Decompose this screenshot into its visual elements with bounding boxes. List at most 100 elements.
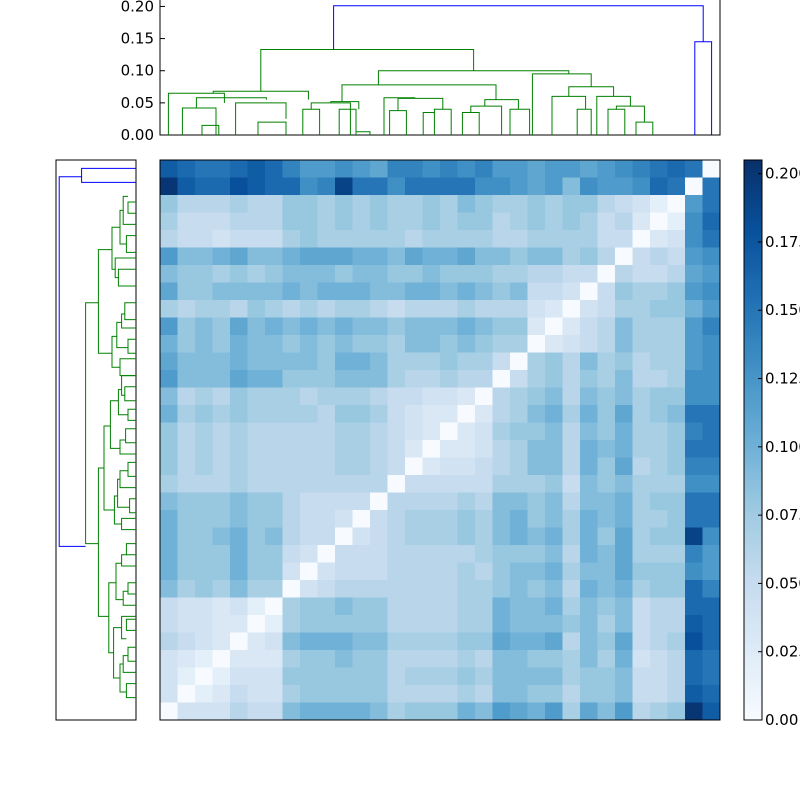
heatmap-cell-r25-c22 [545,597,563,616]
heatmap-cell-r20-c16 [440,510,458,528]
heatmap-cell-r11-c4 [230,352,248,371]
heatmap-cell-r27-c31 [702,632,721,651]
heatmap-cell-r17-c17 [457,457,476,476]
heatmap-cell-r22-c24 [580,545,598,563]
heatmap-cell-r25-c13 [387,597,406,616]
colorbar-gradient-step-10 [744,676,762,681]
colorbar-gradient-step-68 [744,444,762,449]
heatmap-cell-r17-c22 [545,457,563,476]
heatmap-cell-r20-c27 [632,510,651,528]
left-dendrogram-link-blue-1 [81,167,136,183]
colorbar-tick-label-6: 0.150 [765,301,800,319]
heatmap-cell-r24-c20 [510,580,528,598]
heatmap-cell-r0-c19 [492,160,511,178]
heatmap-cell-r8-c9 [317,300,336,318]
heatmap-cell-r19-c22 [545,492,563,511]
heatmap-cell-r13-c12 [370,387,388,406]
heatmap-cell-r22-c12 [370,545,388,563]
heatmap-cell-r8-c19 [492,300,511,318]
heatmap-cell-r15-c20 [510,422,528,441]
heatmap-cell-r23-c18 [475,562,493,581]
colorbar-gradient-step-7 [744,688,762,693]
heatmap-cell-r14-c1 [177,405,196,423]
heatmap-cell-r3-c28 [650,212,668,231]
heatmap-cell-r5-c16 [440,247,458,266]
heatmap-cell-r22-c17 [457,545,476,563]
heatmap-cell-r7-c21 [527,282,546,301]
heatmap-cell-r18-c20 [510,475,528,493]
left-dendrogram-link-16 [127,408,136,421]
colorbar-gradient-step-112 [744,268,762,273]
colorbar-gradient-step-30 [744,596,762,601]
top-dendrogram-link-31 [260,49,475,92]
heatmap-cell-r22-c22 [545,545,563,563]
heatmap-cell-r27-c12 [370,632,388,651]
heatmap-cell-r17-c31 [702,457,721,476]
heatmap-cell-r2-c1 [177,195,196,213]
heatmap-cell-r19-c13 [387,492,406,511]
heatmap-cell-r6-c18 [475,265,493,283]
top-dendrogram-link-3 [195,97,267,108]
heatmap-cell-r7-c2 [195,282,213,301]
heatmap-cell-r10-c19 [492,335,511,353]
heatmap-cell-r14-c13 [387,405,406,423]
heatmap-cell-r11-c21 [527,352,546,371]
heatmap-cell-r18-c9 [317,475,336,493]
top-dendrogram-link-20 [484,99,519,110]
heatmap-cell-r25-c21 [527,597,546,616]
heatmap-cell-r18-c11 [352,475,371,493]
heatmap-cell-r23-c31 [702,562,721,581]
heatmap-cell-r27-c0 [160,632,178,651]
heatmap-cell-r10-c17 [457,335,476,353]
top-dendrogram-link-27 [596,95,631,135]
heatmap-cell-r0-c26 [615,160,633,178]
heatmap-cell-r28-c14 [405,650,423,668]
heatmap-cell-r10-c29 [667,335,686,353]
heatmap-cell-r16-c18 [475,440,493,458]
heatmap-cell-r12-c22 [545,370,563,388]
heatmap-cell-r26-c26 [615,615,633,633]
top-dendrogram-link-14 [433,108,452,135]
left-dendrogram-link-18 [125,428,136,444]
left-dendrogram-link-13 [97,249,112,354]
heatmap-cell-r13-c7 [282,387,301,406]
heatmap-cell-r27-c2 [195,632,213,651]
heatmap-cell-r25-c19 [492,597,511,616]
heatmap-cell-r5-c13 [387,247,406,266]
heatmap-cell-r14-c30 [685,405,703,423]
heatmap-cell-r15-c28 [650,422,668,441]
colorbar-tick-label-5: 0.125 [765,370,800,388]
heatmap-cell-r2-c9 [317,195,336,213]
heatmap-cell-r5-c9 [317,247,336,266]
colorbar-gradient-step-49 [744,520,762,525]
heatmap-cell-r22-c16 [440,545,458,563]
heatmap-cell-r27-c29 [667,632,686,651]
heatmap-cell-r12-c11 [352,370,371,388]
heatmap-cell-r23-c9 [317,562,336,581]
heatmap-cell-r26-c28 [650,615,668,633]
heatmap-cell-r19-c8 [300,492,318,511]
heatmap-cell-r14-c7 [282,405,301,423]
left-dendrogram-link-25 [121,517,136,531]
heatmap-cell-r27-c8 [300,632,318,651]
heatmap-cell-r30-c2 [195,685,213,703]
heatmap-cell-r31-c30 [685,702,703,721]
heatmap-cell-r27-c22 [545,632,563,651]
heatmap-cell-r23-c17 [457,562,476,581]
heatmap-cell-r21-c20 [510,527,528,546]
heatmap-cell-r28-c11 [352,650,371,668]
heatmap-cell-r9-c18 [475,317,493,336]
heatmap-cell-r2-c28 [650,195,668,213]
heatmap-cell-r23-c5 [247,562,266,581]
heatmap-cell-r25-c25 [597,597,616,616]
heatmap-cell-r6-c13 [387,265,406,283]
heatmap-cell-r29-c31 [702,667,721,686]
heatmap-cell-r0-c29 [667,160,686,178]
heatmap-cell-r20-c0 [160,510,178,528]
heatmap-cell-r16-c19 [492,440,511,458]
heatmap-cell-r14-c19 [492,405,511,423]
heatmap-cell-r2-c14 [405,195,423,213]
heatmap-cell-r6-c21 [527,265,546,283]
left-dendrogram-link-28 [125,543,136,556]
heatmap-cell-r29-c12 [370,667,388,686]
